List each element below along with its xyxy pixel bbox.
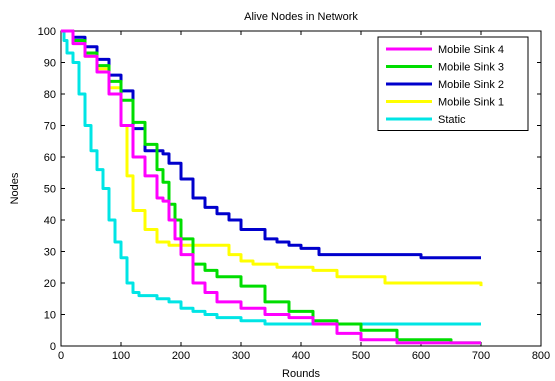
y-tick-label: 90	[44, 58, 56, 70]
x-tick-label: 100	[112, 350, 130, 362]
y-tick-label: 60	[44, 152, 56, 164]
x-tick-label: 700	[472, 350, 490, 362]
x-tick-label: 400	[292, 350, 310, 362]
legend-label: Mobile Sink 2	[438, 79, 504, 91]
legend-label: Mobile Sink 4	[438, 44, 504, 56]
y-tick-label: 100	[38, 26, 56, 38]
x-tick-label: 0	[58, 350, 64, 362]
x-axis-title: Rounds	[282, 368, 320, 380]
y-tick-label: 0	[50, 341, 56, 353]
y-tick-label: 40	[44, 215, 56, 227]
axis-ticks: 0 100 200 300 400 500 600 700 800 0 10 20 30 40 50 60 70…	[38, 26, 551, 362]
y-tick-label: 80	[44, 89, 56, 101]
x-tick-label: 800	[532, 350, 550, 362]
x-tick-label: 300	[232, 350, 250, 362]
legend-label: Mobile Sink 3	[438, 62, 504, 74]
series-line-mobile-sink-4	[61, 29, 481, 345]
series-line-mobile-sink-2	[61, 29, 481, 260]
y-tick-label: 10	[44, 310, 56, 322]
y-tick-label: 50	[44, 184, 56, 196]
y-tick-label: 20	[44, 278, 56, 290]
y-axis-title: Nodes	[9, 172, 21, 204]
legend-label: Static	[438, 114, 466, 126]
chart-title: Alive Nodes in Network	[244, 11, 358, 23]
legend: Mobile Sink 4 Mobile Sink 3 Mobile Sink 2 M…	[377, 36, 529, 131]
y-tick-label: 30	[44, 247, 56, 259]
y-tick-label: 70	[44, 121, 56, 133]
x-tick-label: 600	[412, 350, 430, 362]
series-lines	[61, 29, 483, 345]
x-tick-label: 500	[352, 350, 370, 362]
series-line-static	[61, 29, 481, 326]
series-line-mobile-sink-1	[61, 29, 483, 287]
legend-label: Mobile Sink 1	[438, 97, 504, 109]
x-tick-label: 200	[172, 350, 190, 362]
